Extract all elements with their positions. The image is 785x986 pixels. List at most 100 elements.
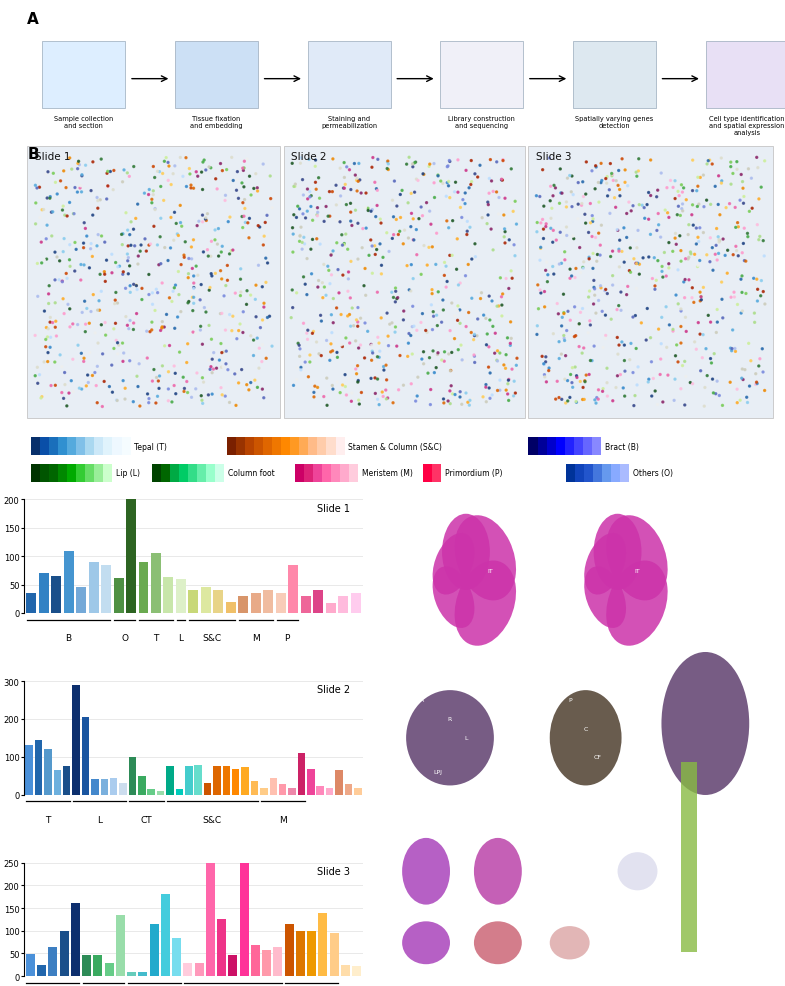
Point (642, 185, 655, 201)
Text: AOA: AOA (411, 697, 425, 702)
Point (491, 184, 503, 200)
Point (100, 253, 113, 269)
Point (56, 386, 68, 401)
Point (204, 280, 217, 296)
Ellipse shape (455, 516, 516, 600)
Point (570, 395, 582, 411)
Point (536, 349, 549, 365)
Point (532, 302, 545, 317)
Point (699, 341, 712, 357)
Bar (354, 788, 362, 795)
Point (397, 237, 410, 252)
Point (600, 328, 612, 344)
Point (125, 239, 137, 254)
Point (672, 355, 685, 371)
Text: OT: OT (713, 559, 721, 564)
Point (404, 284, 417, 300)
Point (58, 232, 71, 247)
Point (184, 180, 197, 196)
Point (153, 381, 166, 396)
Point (434, 174, 447, 189)
Point (382, 338, 395, 354)
Point (124, 279, 137, 295)
Text: M: M (279, 815, 287, 824)
Point (196, 396, 209, 412)
Point (375, 311, 388, 326)
Point (215, 272, 228, 288)
Point (392, 228, 404, 244)
Ellipse shape (584, 567, 626, 628)
Point (235, 285, 247, 301)
Point (219, 193, 232, 209)
Point (374, 344, 386, 360)
Point (390, 212, 403, 228)
Point (260, 351, 272, 367)
Point (580, 155, 593, 171)
Point (695, 289, 707, 305)
Bar (31, 464, 40, 482)
Point (618, 221, 630, 237)
Bar (582, 438, 592, 456)
Point (401, 349, 414, 365)
Point (654, 213, 666, 229)
Point (660, 340, 673, 356)
Point (684, 376, 696, 391)
Bar (68, 464, 76, 482)
Point (152, 165, 164, 180)
Point (407, 212, 419, 228)
Point (389, 284, 402, 300)
Point (736, 371, 748, 387)
Bar (262, 951, 271, 976)
Point (205, 332, 217, 348)
Bar (60, 931, 68, 976)
Point (676, 197, 688, 213)
Point (330, 213, 343, 229)
Point (584, 317, 597, 333)
Point (98, 374, 111, 389)
Bar (110, 778, 118, 795)
Bar (612, 464, 620, 482)
Point (91, 359, 104, 375)
Point (127, 222, 140, 238)
Point (360, 221, 372, 237)
Point (560, 200, 573, 216)
Point (345, 394, 358, 410)
Point (335, 228, 348, 244)
Point (462, 395, 474, 411)
Point (691, 183, 703, 199)
Point (378, 363, 390, 379)
Point (443, 154, 455, 170)
Point (575, 196, 588, 212)
Point (241, 152, 254, 168)
Point (83, 345, 96, 361)
Point (236, 362, 248, 378)
Bar (175, 42, 258, 108)
Point (110, 333, 122, 349)
Point (668, 393, 681, 409)
Point (46, 205, 59, 221)
Point (188, 280, 200, 296)
Point (212, 248, 225, 264)
Point (697, 226, 710, 242)
Point (699, 381, 711, 396)
Point (427, 344, 440, 360)
Point (168, 379, 181, 394)
Point (321, 398, 334, 414)
Point (118, 346, 130, 362)
Point (127, 277, 140, 293)
Point (550, 233, 563, 248)
Point (338, 238, 351, 253)
Point (117, 374, 130, 389)
Point (631, 378, 644, 393)
Point (601, 376, 613, 391)
Point (171, 310, 184, 325)
Point (345, 214, 357, 230)
Point (662, 368, 674, 384)
Point (582, 226, 595, 242)
Point (547, 326, 560, 342)
Point (31, 256, 44, 272)
Point (710, 222, 723, 238)
Point (247, 181, 260, 197)
Point (642, 249, 655, 265)
Point (95, 229, 108, 245)
